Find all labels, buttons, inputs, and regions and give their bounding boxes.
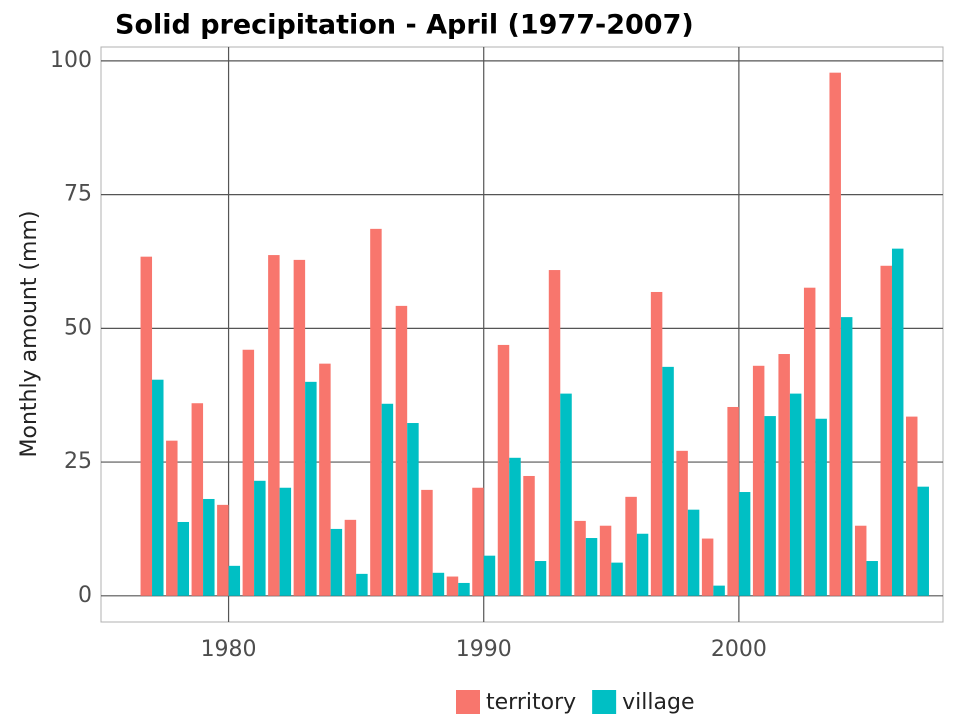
x-tick-label: 1980 — [201, 637, 257, 662]
bar — [829, 72, 841, 596]
bar — [866, 561, 878, 596]
bar — [228, 565, 241, 596]
bar — [509, 457, 521, 596]
y-tick-label: 0 — [78, 583, 92, 608]
bar — [421, 489, 433, 596]
bar — [344, 519, 357, 596]
bar — [356, 573, 368, 596]
legend-label: territory — [486, 690, 576, 715]
bar — [483, 555, 496, 596]
bar — [778, 354, 790, 596]
y-axis-label: Monthly amount (mm) — [17, 211, 42, 458]
bar — [650, 291, 663, 596]
bar — [687, 509, 700, 596]
bar — [599, 525, 612, 596]
bar — [370, 228, 382, 596]
chart-title: Solid precipitation - April (1977-2007) — [115, 10, 694, 41]
bar — [279, 487, 292, 596]
bar — [662, 366, 674, 596]
bar — [701, 538, 714, 596]
bar — [840, 317, 853, 596]
bar — [472, 487, 484, 596]
bar — [752, 365, 765, 596]
bar — [560, 393, 572, 596]
y-tick-label: 75 — [64, 182, 92, 207]
legend-swatch — [592, 690, 617, 714]
bar — [789, 393, 802, 596]
bar — [140, 256, 153, 596]
bar — [523, 475, 535, 596]
bar — [268, 255, 280, 596]
bar — [177, 521, 190, 596]
bar — [432, 572, 445, 596]
bar — [446, 576, 459, 596]
bar — [254, 480, 266, 596]
bar — [917, 486, 929, 596]
bar — [242, 349, 255, 596]
bar — [611, 562, 623, 596]
bar — [574, 520, 586, 596]
bar — [191, 403, 204, 596]
legend-label: village — [622, 690, 694, 715]
bar — [727, 406, 739, 596]
bar — [305, 381, 317, 596]
y-tick-label: 50 — [64, 315, 92, 340]
bar — [458, 582, 470, 596]
x-tick-label: 1990 — [456, 637, 512, 662]
bar — [203, 498, 215, 596]
bar — [293, 259, 306, 596]
bar — [764, 416, 776, 596]
bar — [906, 416, 918, 596]
bar — [854, 525, 867, 596]
bar — [166, 440, 178, 596]
bar — [815, 418, 827, 596]
y-tick-label: 25 — [64, 449, 92, 474]
bar — [891, 248, 904, 596]
bar — [713, 585, 725, 596]
bar — [534, 561, 547, 596]
bar — [407, 423, 419, 596]
bar — [585, 538, 598, 596]
bar — [330, 528, 343, 596]
bar — [497, 344, 510, 596]
bar — [880, 265, 892, 596]
bar — [548, 270, 561, 596]
bar — [217, 504, 229, 596]
bar — [625, 496, 637, 596]
plot-frame — [100, 46, 944, 623]
bar — [738, 492, 751, 596]
bar — [319, 363, 331, 596]
y-tick-label: 100 — [50, 48, 92, 73]
legend-swatch — [456, 690, 480, 714]
bar — [803, 287, 816, 596]
bar — [636, 533, 649, 596]
bar — [381, 403, 394, 596]
bar — [152, 379, 164, 596]
bar — [395, 305, 408, 596]
bar — [676, 450, 688, 596]
x-tick-label: 2000 — [711, 637, 767, 662]
